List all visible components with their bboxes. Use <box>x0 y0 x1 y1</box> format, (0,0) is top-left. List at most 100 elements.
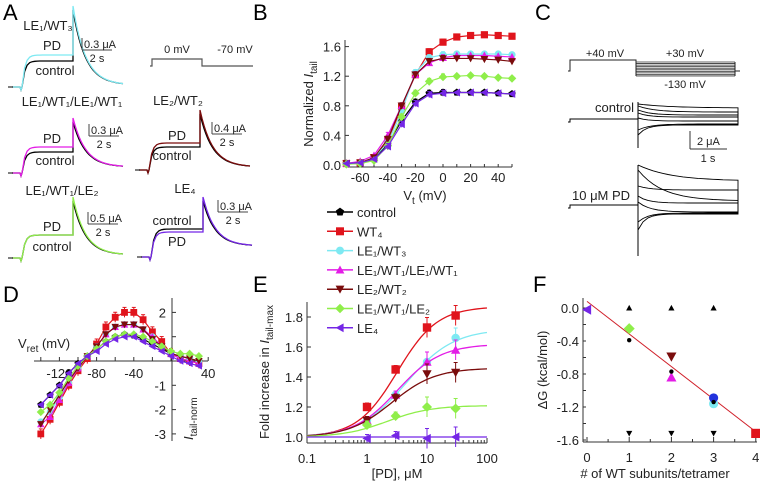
e-y-axis-label-text: Fold increase in <box>257 344 272 439</box>
e-y-tick-label: 1.0 <box>285 430 303 445</box>
d-point-LE4 <box>176 357 184 365</box>
control-traces-sweep <box>637 117 739 123</box>
b-point-WT4 <box>508 32 516 40</box>
d-point-LE1_WT1_LE1_WT1 <box>55 396 64 403</box>
b-point-WT4 <box>480 31 488 39</box>
b-point-LE1_WT1_LE2 <box>493 73 503 82</box>
b-point-LE2_WT2 <box>494 56 503 64</box>
d-x-axis-label-text: V <box>18 336 27 351</box>
d-point-LE1_WT1_LE2 <box>166 347 176 356</box>
b-point-LE1_WT1_LE2 <box>411 88 420 98</box>
e-fit-curve-LE2_WT2 <box>306 368 488 437</box>
d-point-LE1_WT1_LE2 <box>55 388 64 397</box>
b-point-LE1_WT1_LE2 <box>507 74 517 83</box>
pd-traces-sweep <box>637 209 739 231</box>
b-point-LE2_WT2 <box>397 102 406 110</box>
control-traces-sweep <box>637 109 739 123</box>
pd-trace <box>141 196 253 263</box>
control-traces-sweep <box>637 112 739 123</box>
d-point-LE4 <box>37 401 44 409</box>
b-series-line-LE1_WT3 <box>346 53 513 165</box>
f-predicted-point <box>669 369 674 374</box>
d-point-LE4 <box>130 332 137 341</box>
b-point-LE2_WT2 <box>425 58 434 66</box>
d-point-LE4 <box>148 342 156 351</box>
legend-marker-LE1_WT3 <box>336 246 344 255</box>
b-point-LE4 <box>508 90 516 98</box>
d-point-LE1_WT1_LE2 <box>46 400 55 409</box>
legend-label-LE2_WT2: LE₂/WT₂ <box>357 282 407 297</box>
f-fit-line <box>586 301 757 433</box>
f-point-LE2_WT2 <box>666 352 677 362</box>
b-x-tick-label: -60 <box>351 170 370 185</box>
f-lower-bound-marker <box>710 430 717 437</box>
c-protocol-pre <box>568 59 637 72</box>
f-point-LE1_WT1_LE1_WT1 <box>666 372 677 382</box>
e-x-axis-label: [PD], μM <box>372 466 423 481</box>
b-y-tick-label: 0.0 <box>323 158 341 173</box>
b-point-LE1_WT1_LE2 <box>397 112 406 122</box>
f-predicted-point <box>627 337 632 343</box>
step-protocol <box>150 58 253 67</box>
scale-current: 0.3 μA <box>84 39 117 51</box>
b-y-axis-label: Normalized Itail <box>301 61 320 147</box>
d-y-tick-label: -1 <box>154 378 166 393</box>
d-point-LE4 <box>139 337 147 346</box>
b-x-axis-label: Vt (mV) <box>403 188 446 207</box>
f-upper-bound-marker <box>626 304 633 311</box>
d-point-LE1_WT1_LE2 <box>185 349 194 358</box>
b-point-LE1_WT1_LE2 <box>438 72 448 82</box>
f-y-tick-label: -0.8 <box>557 367 579 382</box>
b-point-LE4 <box>411 99 419 108</box>
d-y-tick-label: 2 <box>159 305 166 320</box>
c-pd-label: 10 μM PD <box>572 188 630 203</box>
e-y-axis-label-sub: tail-max <box>265 305 276 340</box>
pd-traces-sweep <box>637 169 739 209</box>
d-point-WT4 <box>158 338 166 345</box>
b-y-axis-label-text: Normalized <box>301 78 316 147</box>
f-lower-bound-marker <box>626 430 633 437</box>
f-y-tick-label: -1.2 <box>557 400 579 415</box>
d-point-WT4 <box>149 328 156 336</box>
d-point-LE1_WT1_LE2 <box>176 349 185 358</box>
d-y-tick-label: -3 <box>154 427 166 442</box>
legend-label-control: control <box>357 205 396 220</box>
b-series-line-LE1_WT1_LE2 <box>346 74 513 165</box>
scale-time: 2 s <box>226 215 241 227</box>
d-point-LE4 <box>195 362 202 370</box>
b-point-WT4 <box>453 33 461 41</box>
b-point-LE2_WT2 <box>480 55 489 64</box>
e-x-tick-label: 10 <box>420 451 434 466</box>
d-point-WT4 <box>121 309 128 316</box>
e-point-LE1_WT1_LE2 <box>390 410 401 422</box>
d-point-LE1_WT1_LE2 <box>36 407 45 417</box>
e-point-LE2_WT2 <box>451 368 461 378</box>
d-y-axis-label-sub: tail-norm <box>189 397 200 436</box>
b-point-LE4 <box>452 88 461 97</box>
control-label: control <box>35 63 74 78</box>
control-label: control <box>152 213 191 228</box>
legend-label-WT4: WT₄ <box>357 224 383 239</box>
control-traces-sweep <box>637 103 739 123</box>
b-point-LE2_WT2 <box>383 135 392 144</box>
b-x-axis-label-text: V <box>403 188 412 203</box>
f-predicted-point <box>711 399 716 405</box>
trace-title: LE₁/WT₁/LE₂ <box>25 183 98 198</box>
c-scale-time: 1 s <box>701 153 716 165</box>
pd-label: PD <box>43 38 61 53</box>
d-point-LE2_WT2 <box>37 421 45 428</box>
e-point-LE2_WT2 <box>422 370 432 379</box>
b-point-LE4 <box>466 88 474 97</box>
e-point-WT4 <box>451 311 460 320</box>
d-point-WT4 <box>111 313 119 321</box>
legend-marker-LE1_WT1_LE2 <box>335 303 345 314</box>
d-point-WT4 <box>37 430 45 438</box>
b-point-LE2_WT2 <box>466 55 475 63</box>
f-x-axis-label: # of WT subunits/tetramer <box>580 466 730 481</box>
d-point-LE4 <box>92 347 100 356</box>
e-point-LE4 <box>451 432 460 442</box>
pd-traces-sweep <box>637 164 739 209</box>
f-upper-bound-marker <box>668 304 675 311</box>
b-y-tick-label: 0.4 <box>323 128 341 143</box>
